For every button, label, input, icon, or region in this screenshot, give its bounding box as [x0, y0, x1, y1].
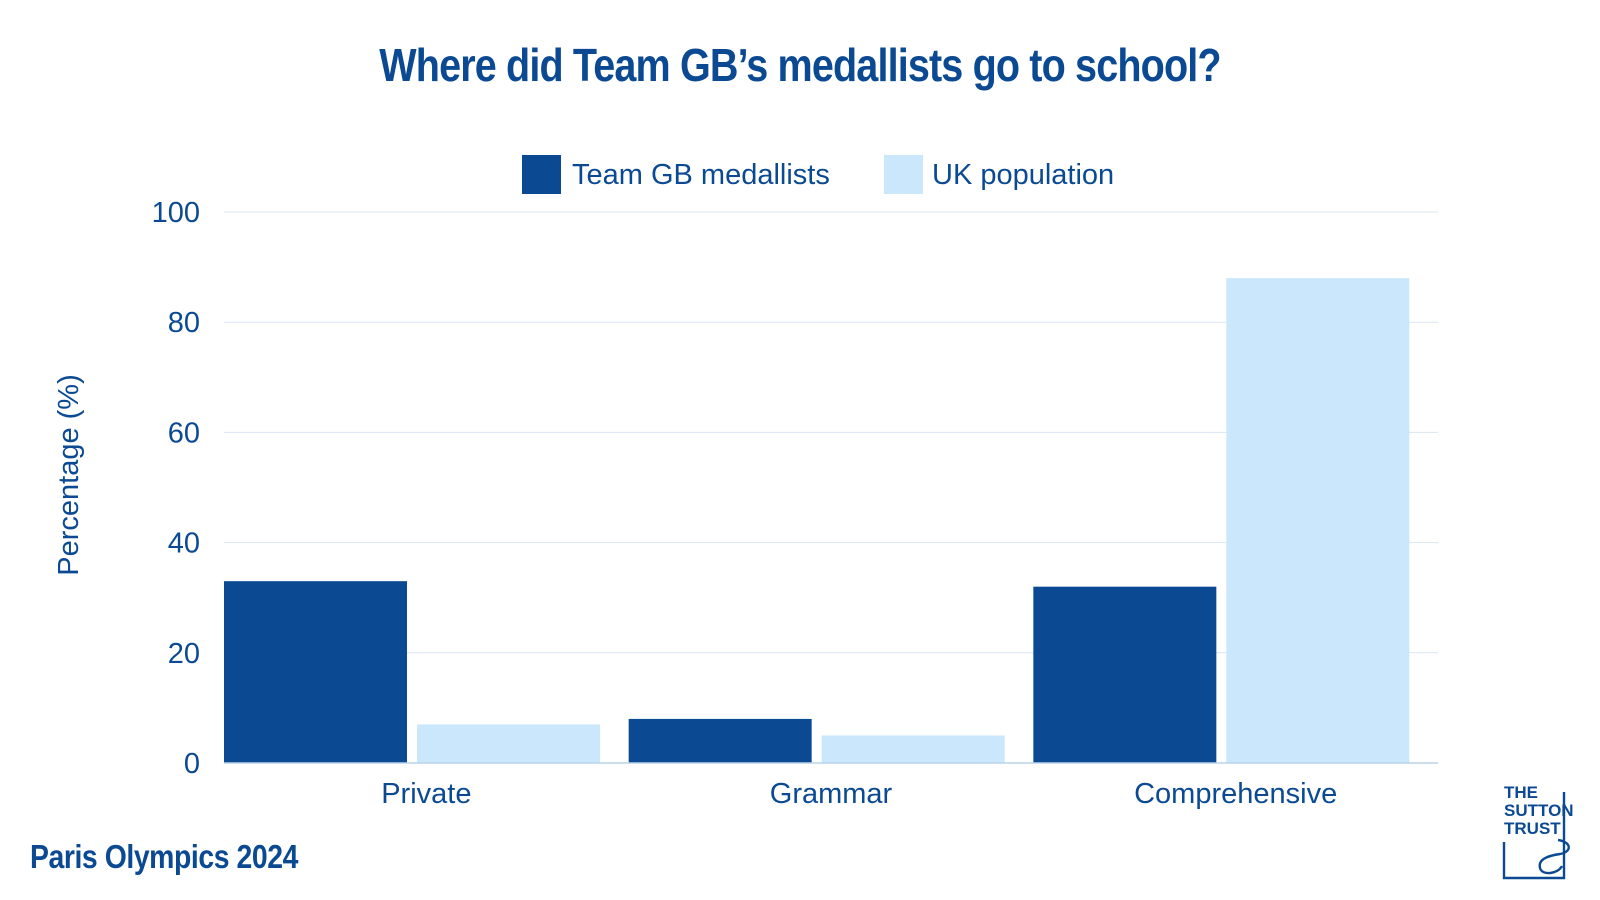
y-tick-label: 40	[168, 528, 200, 560]
logo-line-3: TRUST	[1504, 819, 1561, 838]
bar-private-team-gb	[224, 581, 407, 763]
y-tick-label: 60	[168, 417, 200, 449]
logo-swirl	[1538, 838, 1570, 875]
x-tick-label: Private	[381, 778, 471, 810]
logo-line-1: THE	[1504, 783, 1538, 802]
y-axis-label: Percentage (%)	[53, 374, 85, 576]
y-tick-label: 0	[184, 748, 200, 780]
bars	[224, 278, 1410, 763]
logo-frame	[1502, 792, 1566, 880]
bar-grammar-team-gb	[628, 718, 812, 763]
x-tick-label: Comprehensive	[1134, 778, 1337, 810]
bar-comprehensive-uk-population	[1226, 278, 1410, 763]
legend-swatch	[884, 155, 923, 194]
legend: Team GB medallists UK population	[522, 155, 1114, 194]
footer-label: Paris Olympics 2024	[30, 838, 298, 875]
chart-title: Where did Team GB’s medallists go to sch…	[379, 39, 1221, 91]
legend-swatch	[522, 155, 561, 194]
y-tick-label: 100	[152, 197, 200, 229]
legend-label: Team GB medallists	[572, 159, 830, 191]
y-tick-label: 20	[168, 638, 200, 670]
bar-private-uk-population	[417, 724, 600, 763]
bar-comprehensive-team-gb	[1033, 586, 1217, 763]
sutton-trust-logo: THE SUTTON TRUST	[1502, 783, 1574, 880]
logo-line-2: SUTTON	[1504, 801, 1574, 820]
axes: 0 20 40 60 80 100 Private Grammar Comprehensive	[152, 197, 1438, 810]
bar-grammar-uk-population	[821, 735, 1005, 763]
legend-label: UK population	[932, 159, 1114, 191]
y-tick-label: 80	[168, 307, 200, 339]
x-tick-label: Grammar	[770, 778, 893, 810]
